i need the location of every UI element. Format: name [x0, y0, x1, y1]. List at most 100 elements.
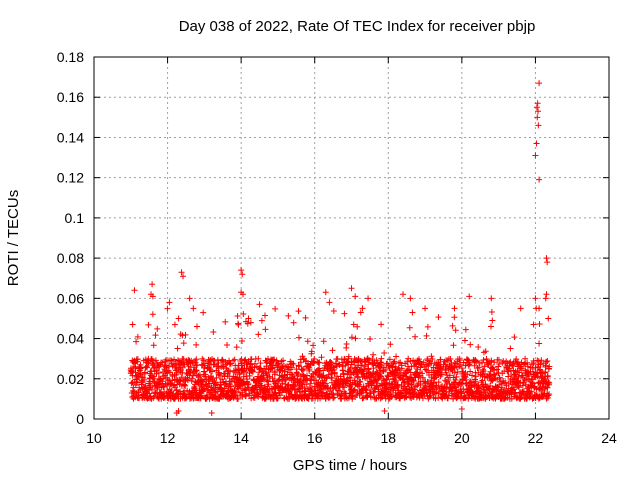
- data-point: [438, 366, 445, 373]
- data-point: [438, 371, 445, 378]
- data-point: [138, 377, 145, 384]
- data-point: [179, 364, 186, 371]
- data-point: [444, 395, 451, 402]
- data-point: [226, 368, 233, 375]
- data-point: [520, 388, 527, 395]
- data-point: [524, 395, 531, 402]
- data-point: [392, 377, 399, 384]
- data-point: [304, 338, 311, 345]
- data-point: [370, 389, 377, 396]
- data-point: [367, 387, 374, 394]
- data-point: [516, 384, 523, 391]
- data-point: [489, 364, 496, 371]
- data-point: [390, 385, 397, 392]
- data-point: [242, 356, 249, 363]
- data-point: [415, 374, 422, 381]
- data-point: [543, 395, 550, 402]
- data-point: [528, 388, 535, 395]
- data-point: [133, 338, 140, 345]
- x-tick-label: 24: [601, 430, 617, 446]
- x-tick-label: 16: [307, 430, 323, 446]
- data-point: [412, 388, 419, 395]
- data-point: [150, 358, 157, 365]
- data-point: [240, 311, 247, 318]
- data-point: [342, 362, 349, 369]
- data-point: [533, 140, 540, 147]
- data-point: [258, 317, 265, 324]
- data-point: [546, 391, 553, 398]
- data-point: [262, 326, 269, 333]
- data-point: [290, 360, 297, 367]
- y-tick-label: 0.08: [57, 250, 84, 266]
- data-point: [175, 358, 182, 365]
- data-point: [210, 329, 217, 336]
- data-point: [426, 393, 433, 400]
- data-point: [345, 353, 352, 360]
- data-point: [274, 361, 281, 368]
- y-tick-label: 0: [76, 411, 84, 427]
- data-point: [219, 362, 226, 369]
- data-point: [318, 354, 325, 361]
- data-point: [403, 373, 410, 380]
- data-point: [444, 357, 451, 364]
- data-point: [468, 382, 475, 389]
- data-point: [430, 364, 437, 371]
- data-point: [538, 357, 545, 364]
- data-point: [381, 407, 388, 414]
- data-point: [366, 357, 373, 364]
- data-point: [329, 347, 336, 354]
- data-point: [496, 382, 503, 389]
- data-point: [422, 305, 429, 312]
- data-point: [290, 376, 297, 383]
- data-point: [475, 344, 482, 351]
- data-point: [536, 176, 543, 183]
- data-point: [238, 267, 245, 274]
- data-point: [341, 310, 348, 317]
- data-point: [261, 312, 268, 319]
- data-point: [171, 356, 178, 363]
- data-point: [288, 371, 295, 378]
- data-point: [130, 393, 137, 400]
- data-point: [215, 360, 222, 367]
- data-point: [516, 369, 523, 376]
- data-point: [506, 365, 513, 372]
- data-point: [518, 365, 525, 372]
- data-point: [462, 326, 469, 333]
- data-points: [127, 80, 553, 416]
- data-point: [152, 357, 159, 364]
- data-point: [435, 314, 442, 321]
- data-point: [525, 383, 532, 390]
- x-axis-label: GPS time / hours: [293, 457, 407, 474]
- data-point: [530, 321, 537, 328]
- data-point: [149, 311, 156, 318]
- data-point: [201, 368, 208, 375]
- data-point: [198, 361, 205, 368]
- data-point: [487, 323, 494, 330]
- data-point: [143, 363, 150, 370]
- data-point: [400, 379, 407, 386]
- data-point: [385, 373, 392, 380]
- data-point: [269, 375, 276, 382]
- data-point: [180, 388, 187, 395]
- data-point: [394, 381, 401, 388]
- y-tick-label: 0.06: [57, 290, 84, 306]
- data-point: [473, 358, 480, 365]
- data-point: [536, 340, 543, 347]
- data-point: [331, 394, 338, 401]
- data-point: [386, 356, 393, 363]
- data-point: [202, 371, 209, 378]
- y-tick-label: 0.12: [57, 170, 84, 186]
- data-point: [186, 295, 193, 302]
- data-point: [469, 389, 476, 396]
- data-point: [480, 357, 487, 364]
- data-point: [451, 314, 458, 321]
- y-tick-label: 0.02: [57, 371, 84, 387]
- data-point: [329, 391, 336, 398]
- data-point: [255, 391, 262, 398]
- data-point: [154, 325, 161, 332]
- data-point: [480, 366, 487, 373]
- data-point: [357, 378, 364, 385]
- data-point: [407, 295, 414, 302]
- data-point: [452, 377, 459, 384]
